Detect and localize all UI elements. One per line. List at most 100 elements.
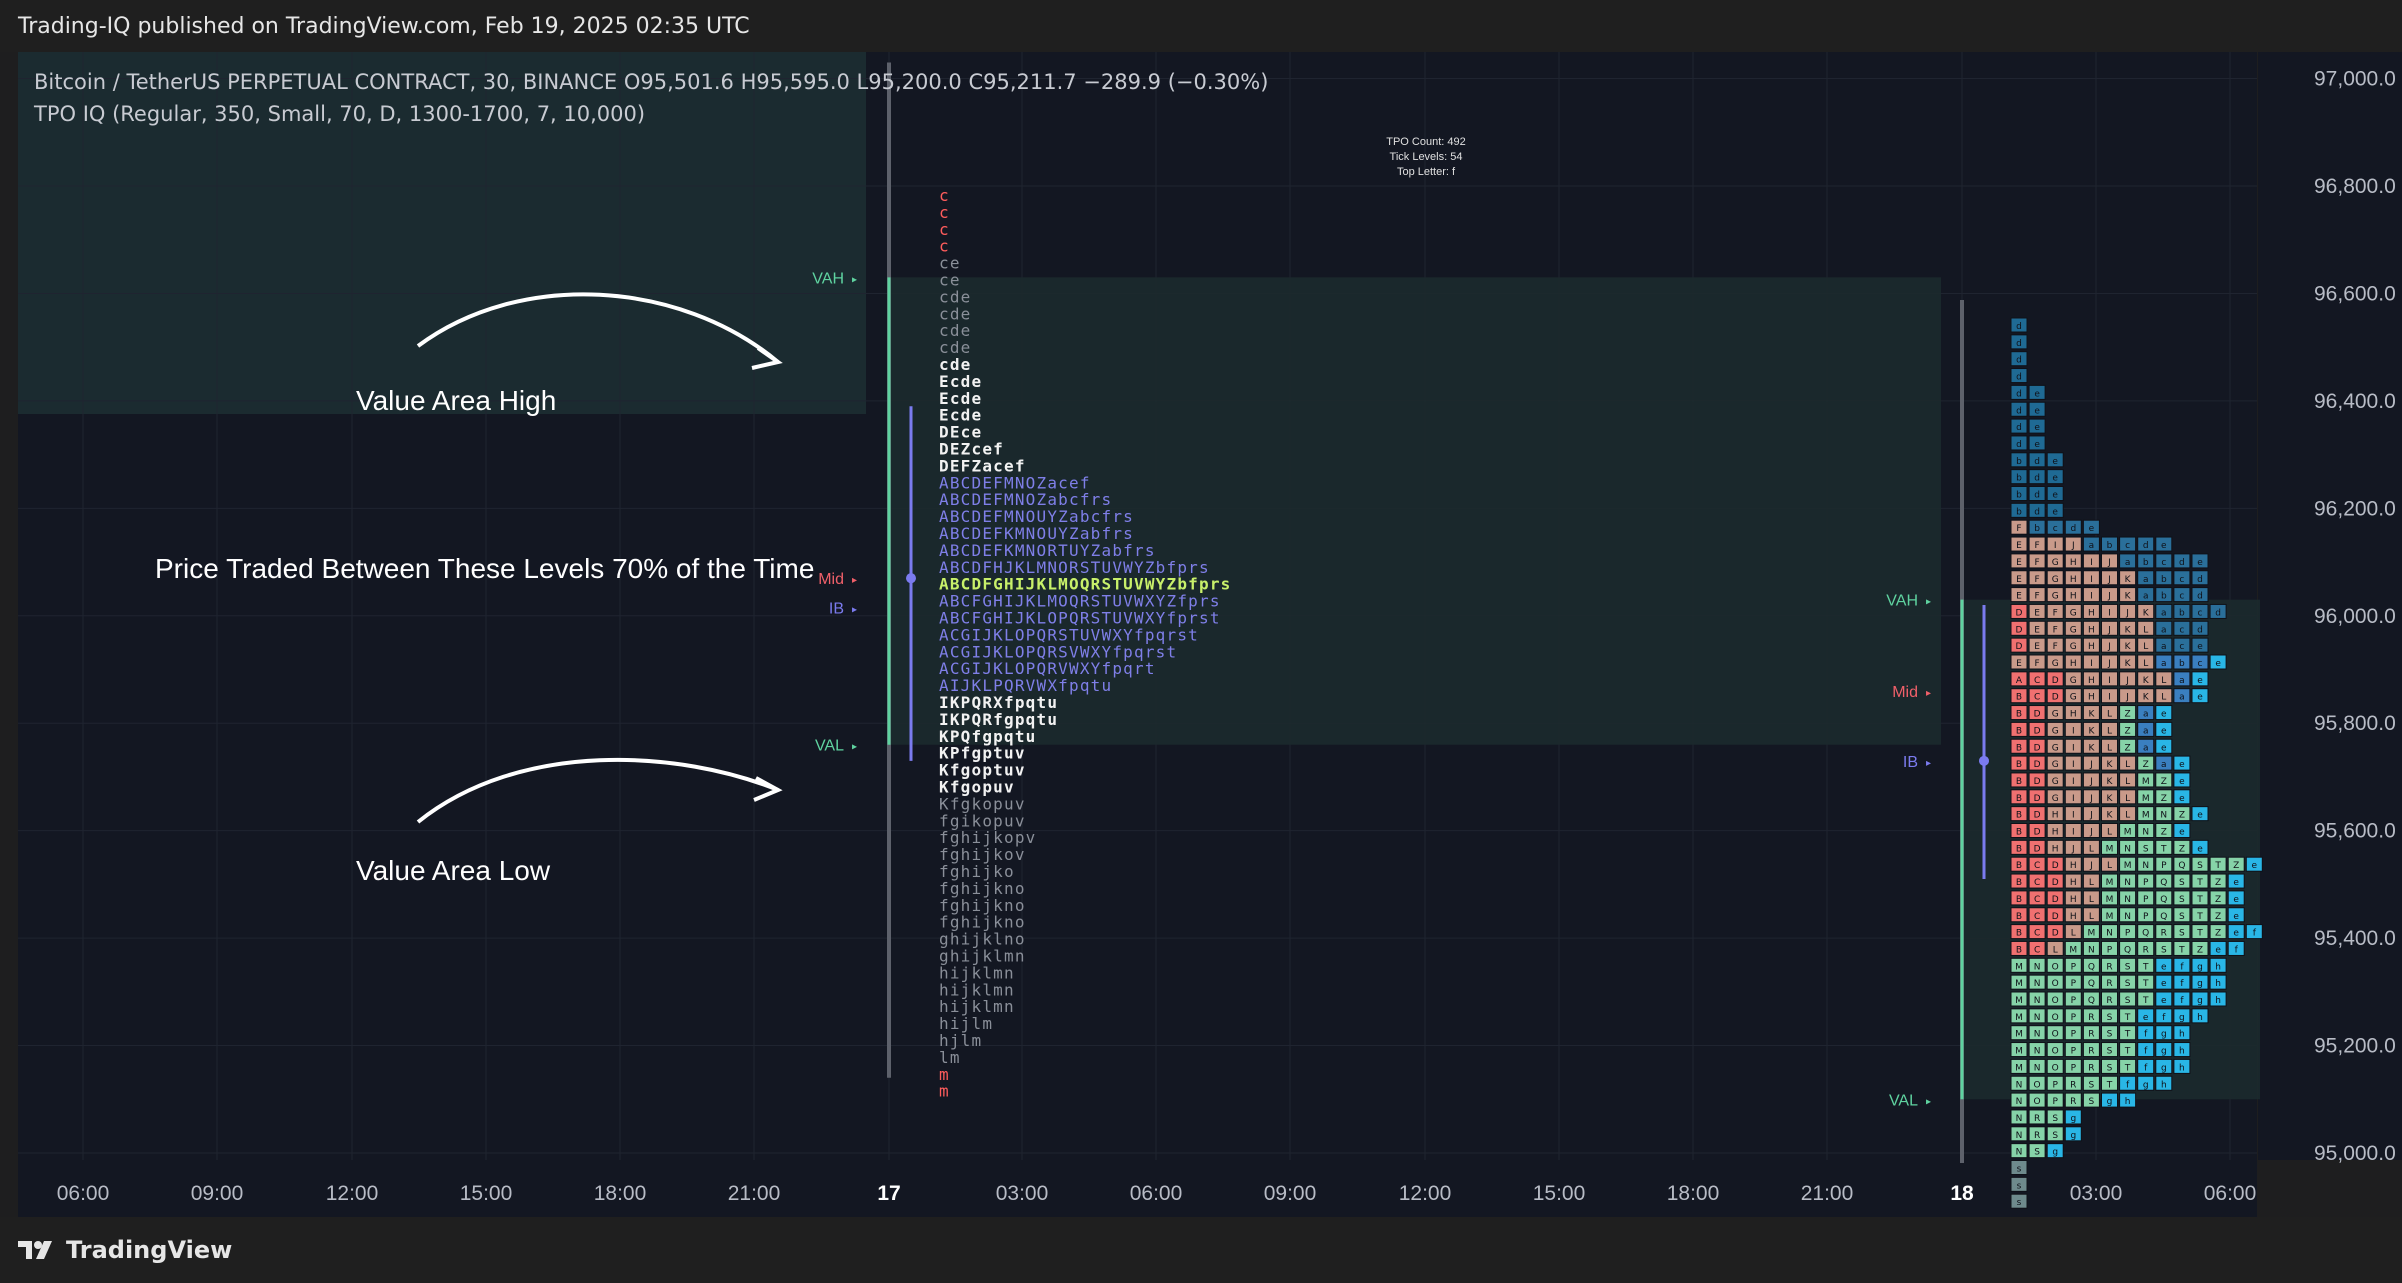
tpo-box-letter-2: c (2125, 541, 2130, 551)
symbol-legend[interactable]: Bitcoin / TetherUS PERPETUAL CONTRACT, 3… (34, 70, 1269, 94)
tpo-box-2 (2010, 637, 2028, 653)
tpo-box-letter-2: d (2179, 558, 2185, 568)
tpo-box-letter-2: c (2053, 524, 2058, 534)
tpo-box-2 (2119, 957, 2137, 973)
tpo-box-2 (2010, 1042, 2028, 1058)
tpo-box-letter-2: D (2034, 811, 2041, 821)
tpo-box-2 (2082, 974, 2100, 990)
tpo-row-1: Ecde (939, 372, 982, 391)
tpo-box-letter-2: M (2015, 979, 2023, 989)
tpo-box-letter-2: E (2034, 608, 2040, 618)
tpo-box-2 (2101, 907, 2118, 923)
tpo-box-letter-2: G (2052, 659, 2059, 669)
tradingview-brand[interactable]: TradingView (18, 1236, 232, 1264)
tpo-box-letter-2: s (2017, 1165, 2022, 1175)
tpo-box-2 (2064, 637, 2082, 653)
tpo-box-letter-2: D (2052, 861, 2059, 871)
ib-label-1: IB (829, 601, 844, 618)
tpo-box-letter-2: B (2016, 828, 2022, 838)
tpo-box-2 (2010, 1075, 2028, 1091)
tpo-box-2 (2028, 1008, 2046, 1024)
tradingview-logo-icon (18, 1241, 52, 1259)
tpo-box-2 (2137, 688, 2155, 704)
tpo-box-2 (2010, 991, 2028, 1007)
tpo-box-2 (2046, 721, 2064, 737)
tpo-box-letter-2: c (2198, 608, 2203, 618)
tpo-box-letter-2: I (2090, 558, 2093, 568)
tpo-box-2 (2101, 806, 2118, 822)
tpo-box-2 (2173, 806, 2191, 822)
tpo-box-2 (2082, 1025, 2100, 1041)
tpo-box-letter-2: Z (2215, 895, 2221, 905)
tpo-box-2 (2082, 1092, 2100, 1108)
tpo-box-2 (2010, 654, 2028, 670)
time-axis (18, 1160, 2257, 1217)
mid-label-2: Mid (1892, 684, 1918, 701)
tpo-box-2 (2155, 1042, 2173, 1058)
tpo-box-2 (2119, 1008, 2137, 1024)
tpo-box-letter-2: e (2179, 777, 2185, 787)
tpo-box-letter-2: H (2070, 710, 2077, 720)
tpo-box-letter-2: P (2143, 878, 2149, 888)
tpo-box-2 (2046, 806, 2064, 822)
time-tick-label: 06:00 (1130, 1182, 1183, 1205)
time-tick-label: 12:00 (326, 1182, 379, 1205)
tpo-box-letter-2: f (2126, 1080, 2130, 1090)
indicator-legend[interactable]: TPO IQ (Regular, 350, Small, 70, D, 1300… (34, 102, 646, 126)
prior-value-area-box (18, 52, 866, 414)
tpo-box-letter-2: D (2034, 710, 2041, 720)
tpo-box-letter-2: a (2161, 659, 2167, 669)
tpo-box-2 (2010, 957, 2028, 973)
tpo-box-letter-2: D (2016, 625, 2023, 635)
tpo-box-2 (2010, 351, 2028, 367)
chart-area[interactable]: 97,200.097,000.096,800.096,600.096,400.0… (0, 0, 2402, 1217)
tpo-box-letter-2: O (2052, 1063, 2059, 1073)
tpo-box-2 (2082, 671, 2100, 687)
tpo-box-2 (2046, 907, 2064, 923)
tpo-box-letter-2: T (2124, 1047, 2131, 1057)
tpo-box-letter-2: d (2016, 373, 2022, 383)
tpo-box-2 (2173, 957, 2191, 973)
tpo-box-letter-2: I (2072, 811, 2075, 821)
tpo-box-2 (2155, 806, 2173, 822)
tpo-box-2 (2155, 789, 2173, 805)
tpo-box-letter-2: N (2142, 828, 2149, 838)
tpo-box-letter-2: T (2124, 1063, 2131, 1073)
tpo-box-2 (2191, 553, 2209, 569)
tpo-box-letter-2: G (2052, 726, 2059, 736)
tpo-box-letter-2: g (2161, 1063, 2167, 1073)
tpo-box-2 (2119, 654, 2137, 670)
tpo-box-letter-2: S (2089, 1097, 2095, 1107)
tpo-box-2 (2101, 738, 2118, 754)
tpo-box-2 (2046, 1109, 2064, 1125)
tpo-box-letter-2: R (2088, 1047, 2094, 1057)
tpo-box-letter-2: a (2125, 558, 2131, 568)
tpo-box-letter-2: a (2179, 676, 2185, 686)
tpo-box-2 (2046, 957, 2064, 973)
tpo-box-2 (2155, 738, 2173, 754)
tpo-box-letter-2: f (2144, 1030, 2148, 1040)
tpo-box-2 (2010, 1160, 2028, 1175)
tpo-box-2 (2046, 587, 2064, 603)
tpo-box-2 (2028, 839, 2046, 855)
tpo-box-letter-2: M (2124, 828, 2132, 838)
tpo-row-1: AIJKLPQRVWXfpqtu (939, 676, 1112, 695)
tpo-box-letter-2: E (2016, 575, 2022, 585)
tpo-box-2 (2173, 1058, 2191, 1074)
tpo-box-letter-2: K (2125, 659, 2132, 669)
tpo-box-2 (2245, 924, 2263, 940)
tpo-box-letter-2: e (2197, 811, 2203, 821)
tpo-box-letter-2: e (2215, 945, 2221, 955)
tpo-box-2 (2173, 890, 2191, 906)
tpo-box-letter-2: K (2125, 642, 2132, 652)
tpo-row-1: hjlm (939, 1031, 982, 1050)
tpo-box-letter-2: S (2052, 1131, 2058, 1141)
tpo-box-2 (2064, 839, 2082, 855)
tpo-box-letter-2: N (2034, 1030, 2041, 1040)
tpo-box-2 (2155, 907, 2173, 923)
tpo-box-letter-2: h (2125, 1097, 2131, 1107)
tpo-box-2 (2082, 924, 2100, 940)
tpo-box-letter-2: b (2034, 524, 2040, 534)
tpo-row-1: ACGIJKLOPQRVWXYfpqrt (939, 659, 1156, 678)
tpo-box-2 (2173, 688, 2191, 704)
